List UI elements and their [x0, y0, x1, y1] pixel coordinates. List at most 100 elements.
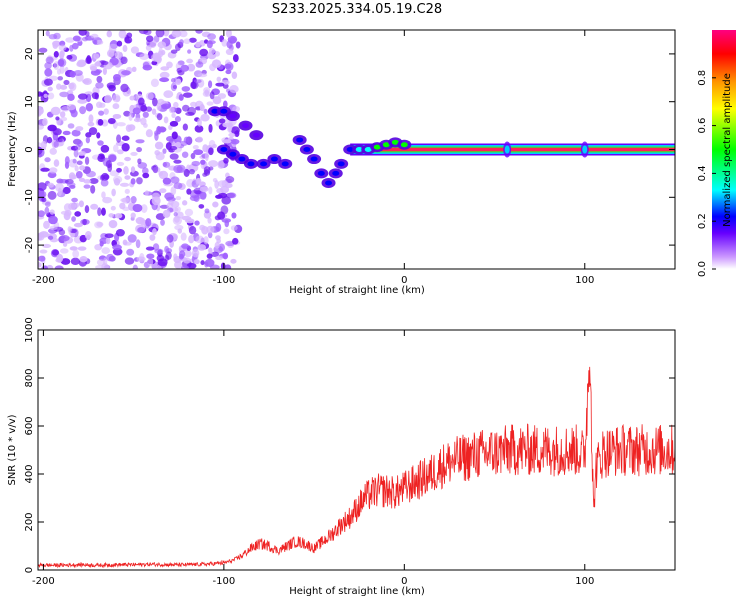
trace-core — [220, 108, 228, 114]
noise-speckle — [230, 138, 240, 145]
noise-speckle — [137, 158, 142, 165]
noise-speckle — [152, 97, 158, 107]
noise-speckle — [203, 108, 208, 115]
noise-speckle — [233, 130, 240, 137]
noise-speckle — [120, 83, 129, 93]
noise-speckle — [192, 144, 199, 150]
noise-speckle — [58, 44, 67, 51]
noise-speckle — [232, 237, 239, 245]
noise-speckle — [174, 116, 181, 123]
noise-speckle — [152, 164, 159, 174]
noise-speckle — [69, 44, 74, 52]
noise-speckle — [183, 38, 191, 45]
noise-speckle — [145, 246, 155, 251]
noise-speckle — [173, 159, 182, 164]
noise-speckle — [199, 104, 205, 112]
noise-speckle — [118, 30, 127, 39]
snr-x-label: Height of straight line (km) — [289, 586, 425, 597]
noise-speckle — [59, 111, 66, 118]
noise-speckle — [69, 246, 78, 251]
noise-speckle — [215, 255, 224, 261]
noise-speckle — [203, 166, 211, 174]
noise-speckle — [227, 192, 237, 199]
noise-speckle — [122, 44, 128, 53]
noise-speckle — [162, 177, 172, 185]
noise-speckle — [175, 78, 182, 85]
noise-speckle — [130, 212, 136, 219]
noise-speckle — [108, 84, 116, 92]
noise-speckle — [212, 201, 219, 208]
noise-speckle — [145, 129, 153, 138]
noise-speckle — [47, 92, 55, 100]
noise-speckle — [217, 93, 227, 99]
noise-speckle — [94, 61, 102, 67]
noise-speckle — [90, 33, 99, 39]
noise-speckle — [159, 71, 170, 79]
noise-speckle — [56, 253, 64, 263]
noise-speckle — [149, 234, 156, 241]
noise-speckle — [112, 74, 121, 81]
noise-speckle — [145, 106, 153, 112]
noise-speckle — [70, 232, 75, 238]
noise-speckle — [38, 142, 42, 147]
noise-speckle — [90, 65, 98, 72]
noise-speckle — [83, 184, 91, 189]
noise-speckle — [73, 222, 83, 228]
trace-core — [260, 161, 268, 167]
noise-speckle — [173, 164, 183, 174]
noise-speckle — [93, 39, 98, 45]
noise-speckle — [120, 56, 128, 65]
trace-core — [346, 147, 354, 152]
noise-speckle — [107, 49, 115, 58]
noise-speckle — [78, 200, 85, 208]
noise-speckle — [47, 182, 55, 188]
noise-speckle — [156, 113, 163, 121]
noise-speckle — [60, 258, 71, 265]
noise-speckle — [171, 131, 178, 140]
noise-speckle — [173, 215, 180, 223]
noise-speckle — [77, 98, 88, 104]
noise-speckle — [38, 124, 44, 130]
noise-speckle — [38, 146, 43, 155]
noise-speckle — [186, 58, 194, 64]
noise-speckle — [116, 161, 125, 166]
noise-speckle — [145, 218, 152, 227]
noise-speckle — [208, 160, 219, 168]
noise-speckle — [206, 101, 214, 106]
noise-speckle — [53, 140, 59, 148]
noise-speckle — [186, 63, 196, 72]
noise-speckle — [231, 212, 237, 219]
noise-speckle — [222, 252, 229, 260]
noise-speckle — [96, 75, 103, 83]
colorbar-tick-label: 0.6 — [697, 118, 708, 134]
noise-speckle — [173, 253, 178, 261]
noise-speckle — [108, 43, 118, 50]
colorbar-gradient — [712, 30, 736, 269]
noise-speckle — [203, 236, 209, 245]
noise-speckle — [97, 119, 104, 126]
noise-speckle — [190, 152, 196, 160]
noise-speckle — [193, 259, 200, 265]
noise-speckle — [208, 147, 214, 156]
noise-speckle — [198, 204, 205, 209]
spectrogram-y-label: Frequency (Hz) — [7, 111, 18, 187]
noise-speckle — [200, 260, 205, 266]
noise-speckle — [224, 264, 232, 269]
noise-speckle — [184, 208, 194, 217]
noise-speckle — [204, 208, 210, 214]
noise-speckle — [97, 140, 104, 146]
noise-speckle — [182, 200, 188, 206]
noise-speckle — [48, 215, 58, 225]
noise-speckle — [191, 248, 200, 258]
noise-speckle — [129, 95, 135, 101]
noise-speckle — [100, 144, 110, 153]
noise-speckle — [53, 159, 60, 167]
noise-speckle — [181, 151, 189, 158]
noise-speckle — [121, 142, 130, 152]
noise-speckle — [101, 207, 106, 216]
noise-speckle — [139, 53, 149, 60]
noise-speckle — [147, 257, 154, 267]
noise-speckle — [216, 188, 224, 194]
trace-core — [364, 147, 372, 152]
